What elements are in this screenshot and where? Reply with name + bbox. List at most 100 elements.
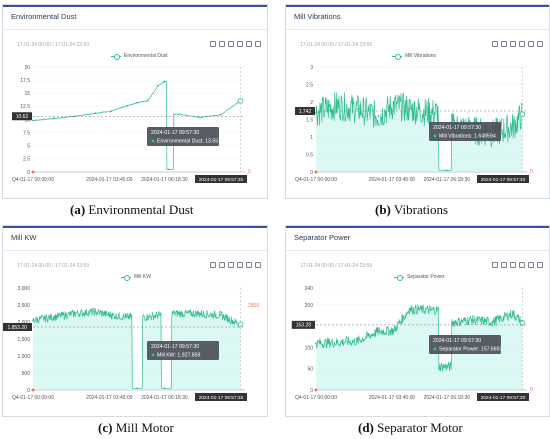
caption-letter: (c) — [98, 420, 113, 435]
data-point — [335, 341, 338, 344]
panel-title: Mill KW — [11, 233, 37, 242]
end-time-box — [195, 175, 247, 183]
data-point — [512, 125, 515, 128]
chart-toolbar — [210, 262, 261, 268]
download-icon[interactable] — [537, 41, 543, 47]
line-chart-icon[interactable] — [519, 262, 525, 268]
chart-panel-mill-kw: Mill KW 17-01-24 00:00 / 17-01-24 23:59 … — [2, 225, 268, 417]
bar-chart-icon[interactable] — [528, 41, 534, 47]
y-tick-label: 17.5 — [20, 78, 30, 84]
series-area — [33, 308, 241, 390]
data-point — [470, 318, 473, 321]
origin-marker — [314, 170, 318, 174]
y-tick-label: 1.5 — [306, 117, 313, 123]
y-tick-label: 5 — [27, 144, 30, 150]
line-chart-icon[interactable] — [519, 41, 525, 47]
y-tick-label: 0 — [310, 388, 313, 394]
x-tick-label: Q4-01-17 00:00:00 — [12, 395, 54, 401]
data-view-icon[interactable] — [510, 262, 516, 268]
end-time-box — [477, 393, 529, 401]
legend-marker-icon — [392, 53, 402, 60]
chart-canvas[interactable]: 0 0.5 1 1.5 2 2.5 3 Q4-01-17 00:00:00 2024-01-17… — [286, 5, 549, 198]
download-icon[interactable] — [255, 262, 261, 268]
chart-canvas[interactable]: 0 2.5 5 7.5 10 12.5 15 17.5 20 Q4-01-17 00:00:00 2… — [3, 5, 267, 198]
date-range-label[interactable]: 17-01-24 00:00 / 17-01-24 23:59 — [300, 42, 372, 48]
caption-text: Mill Motor — [115, 420, 174, 435]
bar-chart-icon[interactable] — [528, 262, 534, 268]
data-point — [429, 111, 432, 114]
right-edge-label: 0 — [530, 387, 533, 393]
chart-panel-separator-power: Separator Power 17-01-24 00:00 / 17-01-2… — [285, 225, 550, 417]
data-point — [32, 119, 34, 122]
panel-title: Mill Vibrations — [294, 12, 341, 21]
data-point — [408, 308, 411, 311]
download-icon[interactable] — [255, 41, 261, 47]
caption-letter: (d) — [358, 420, 374, 435]
data-point — [315, 111, 317, 114]
x-tick-label: 2024-01-17 06:18:30 — [141, 177, 188, 183]
origin-marker — [314, 388, 318, 392]
legend-label: Mill Vibrations — [405, 53, 437, 59]
caption-text: Environmental Dust — [88, 202, 194, 217]
date-range-label[interactable]: 17-01-24 00:00 / 17-01-24 23:59 — [17, 42, 89, 48]
y-tick-label: 0.5 — [306, 152, 313, 158]
x-tick-label: 2024-01-17 03:45:00 — [369, 177, 416, 183]
zoom-reset-icon[interactable] — [219, 41, 225, 47]
data-point — [163, 80, 166, 83]
panel-accent-bar — [286, 5, 549, 7]
tooltip-value: Mill KW: 1,927.859 — [157, 353, 201, 359]
chart-canvas[interactable]: 0 500 1,000 1,500 2,000 2,500 3,000 Q4-01-17 00… — [3, 226, 267, 416]
tooltip-box — [147, 341, 219, 360]
bar-chart-icon[interactable] — [246, 262, 252, 268]
x-tick-label: Q4-01-17 00:00:00 — [12, 177, 54, 183]
crosshair-value-label: 1,853.20 — [7, 325, 27, 331]
date-range-label[interactable]: 17-01-24 00:00 / 17-01-24 23:59 — [17, 263, 89, 269]
right-edge-label: 0 — [248, 169, 251, 175]
chart-canvas[interactable]: 050100150200240Q4-01-17 00:00:002024-01-… — [286, 226, 549, 416]
legend-label: Environmental Dust — [124, 53, 168, 59]
legend-item[interactable]: Environmental Dust — [111, 53, 168, 60]
zoom-icon[interactable] — [210, 262, 216, 268]
figure-caption-d: (d) Separator Motor — [358, 420, 463, 436]
bar-chart-icon[interactable] — [246, 41, 252, 47]
data-point — [491, 321, 494, 323]
chart-toolbar — [210, 41, 261, 47]
data-view-icon[interactable] — [228, 262, 234, 268]
data-point — [163, 387, 166, 390]
legend-item[interactable]: Separator Power — [394, 274, 445, 281]
zoom-icon[interactable] — [492, 262, 498, 268]
chart-panel-mill-vibrations: Mill Vibrations 17-01-24 00:00 / 17-01-2… — [285, 4, 550, 199]
data-view-icon[interactable] — [228, 41, 234, 47]
zoom-reset-icon[interactable] — [501, 262, 507, 268]
origin-marker — [31, 170, 35, 174]
y-tick-label: 240 — [305, 286, 314, 292]
tooltip-time: 2024-01-17 09:57:30 — [433, 338, 481, 344]
data-point — [377, 330, 380, 333]
figure-caption-b: (b) Vibrations — [375, 202, 448, 218]
data-point — [198, 116, 201, 119]
zoom-icon[interactable] — [492, 41, 498, 47]
tooltip-box — [429, 122, 501, 141]
caption-text: Vibrations — [393, 202, 449, 217]
legend-item[interactable]: Mill KW — [121, 274, 151, 281]
tooltip-series-dot — [433, 134, 437, 138]
figure-caption-a: (a) Environmental Dust — [70, 202, 194, 218]
line-chart-icon[interactable] — [237, 262, 243, 268]
tooltip-value: Environmental Dust: 13.55327 — [157, 139, 227, 145]
zoom-reset-icon[interactable] — [501, 41, 507, 47]
data-point — [178, 312, 180, 315]
end-time-label: 2024-01-17 09:57:30 — [199, 177, 244, 183]
caption-letter: (b) — [375, 202, 391, 217]
line-chart-icon[interactable] — [237, 41, 243, 47]
data-view-icon[interactable] — [510, 41, 516, 47]
chart-panel-environmental-dust: Environmental Dust 17-01-24 00:00 / 17-0… — [2, 4, 268, 199]
zoom-icon[interactable] — [210, 41, 216, 47]
crosshair-value-label: 153.28 — [296, 323, 312, 329]
legend-item[interactable]: Mill Vibrations — [392, 53, 437, 60]
data-point — [146, 316, 149, 318]
date-range-label[interactable]: 17-01-24 00:00 / 17-01-24 23:59 — [300, 263, 372, 269]
zoom-reset-icon[interactable] — [219, 262, 225, 268]
end-time-label: 2024-01-17 09:57:30 — [199, 395, 244, 401]
download-icon[interactable] — [537, 262, 543, 268]
crosshair-value-label: 10.62 — [16, 114, 29, 120]
